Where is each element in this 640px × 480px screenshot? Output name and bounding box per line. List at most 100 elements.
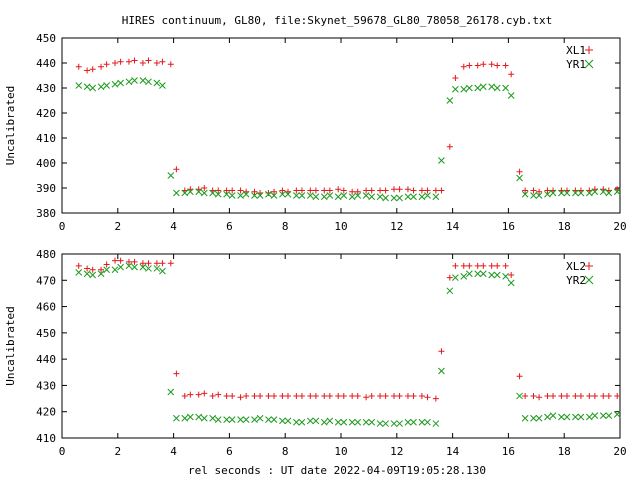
data-point	[418, 418, 426, 426]
data-point	[508, 71, 515, 78]
data-point	[237, 394, 244, 401]
data-point	[214, 416, 222, 423]
x-tick-label: 14	[446, 220, 460, 233]
x-tick-label: 20	[613, 445, 626, 458]
data-point	[312, 392, 319, 399]
data-point	[591, 188, 599, 196]
chart-panels: 0 2 4 6 8 10 12 14 16 18 2038039040041042043044045…	[4, 32, 627, 458]
data-point	[187, 391, 194, 398]
data-point	[432, 420, 440, 427]
legend-marker	[584, 59, 594, 69]
data-point	[577, 413, 585, 421]
data-point	[139, 260, 146, 267]
y-tick-label: 430	[36, 82, 56, 95]
data-point	[563, 189, 571, 197]
y-tick-label: 440	[36, 57, 56, 70]
data-point	[117, 58, 124, 65]
data-point	[103, 61, 110, 68]
data-point	[363, 394, 370, 401]
data-point	[167, 260, 174, 267]
legend-marker	[585, 262, 593, 270]
data-point	[396, 392, 403, 399]
data-point	[97, 270, 105, 278]
data-point	[98, 63, 105, 70]
data-point	[159, 267, 166, 275]
data-point	[424, 192, 431, 199]
data-point	[544, 392, 551, 399]
data-point	[228, 416, 236, 423]
data-point	[382, 187, 389, 194]
data-point	[521, 414, 529, 422]
legend-label: YR1	[566, 58, 586, 71]
data-point	[599, 412, 607, 420]
y-tick-label: 450	[36, 327, 56, 340]
data-point	[474, 62, 481, 69]
data-point	[75, 262, 82, 269]
data-point	[438, 348, 445, 355]
data-point	[335, 392, 342, 399]
data-point	[214, 190, 222, 198]
x-tick-label: 4	[170, 445, 177, 458]
data-point	[404, 392, 411, 399]
x-tick-label: 0	[59, 220, 66, 233]
data-point	[591, 412, 599, 420]
data-point	[83, 83, 91, 91]
x-tick-label: 14	[446, 445, 460, 458]
data-point	[215, 391, 222, 398]
data-point	[418, 187, 425, 194]
data-point	[605, 189, 613, 197]
data-point	[312, 187, 319, 194]
data-point	[270, 416, 278, 423]
data-point	[493, 84, 501, 92]
chart-title: HIRES continuum, GL80, file:Skynet_59678…	[122, 14, 552, 27]
data-point	[488, 83, 496, 91]
data-point	[368, 418, 376, 426]
data-point	[298, 192, 306, 199]
x-tick-label: 16	[502, 445, 515, 458]
data-point	[452, 274, 459, 282]
data-point	[257, 392, 264, 399]
data-point	[466, 262, 473, 269]
data-point	[502, 262, 509, 269]
data-point	[265, 392, 272, 399]
data-point	[243, 392, 250, 399]
legend-label: XL2	[566, 260, 586, 273]
data-point	[271, 392, 278, 399]
data-point	[293, 418, 300, 426]
data-point	[131, 77, 138, 84]
data-point	[139, 60, 146, 66]
data-point	[544, 187, 551, 194]
x-tick-label: 12	[390, 220, 403, 233]
y-axis-label: Uncalibrated	[4, 86, 17, 165]
data-point	[446, 97, 454, 104]
data-point	[195, 391, 202, 398]
data-point	[223, 187, 230, 194]
series-XL1	[75, 57, 621, 196]
x-tick-label: 16	[502, 220, 515, 233]
data-point	[131, 263, 138, 271]
data-point	[396, 186, 403, 193]
series-XL2	[75, 257, 621, 402]
data-point	[516, 392, 523, 400]
data-point	[479, 270, 487, 278]
data-point	[535, 192, 543, 199]
data-point	[460, 63, 467, 70]
data-point	[502, 62, 509, 69]
data-point	[354, 418, 362, 426]
x-tick-label: 18	[558, 445, 571, 458]
y-axis-label: Uncalibrated	[4, 306, 17, 385]
data-point	[139, 77, 147, 84]
data-point	[410, 193, 417, 201]
data-point	[145, 57, 152, 64]
data-point	[446, 143, 453, 150]
y-tick-label: 460	[36, 301, 56, 314]
data-point	[362, 418, 370, 426]
data-point	[89, 271, 97, 279]
data-point	[242, 416, 250, 423]
data-point	[145, 265, 152, 272]
data-point	[256, 192, 264, 199]
data-point	[460, 262, 467, 269]
data-point	[391, 392, 398, 399]
data-point	[599, 188, 607, 196]
